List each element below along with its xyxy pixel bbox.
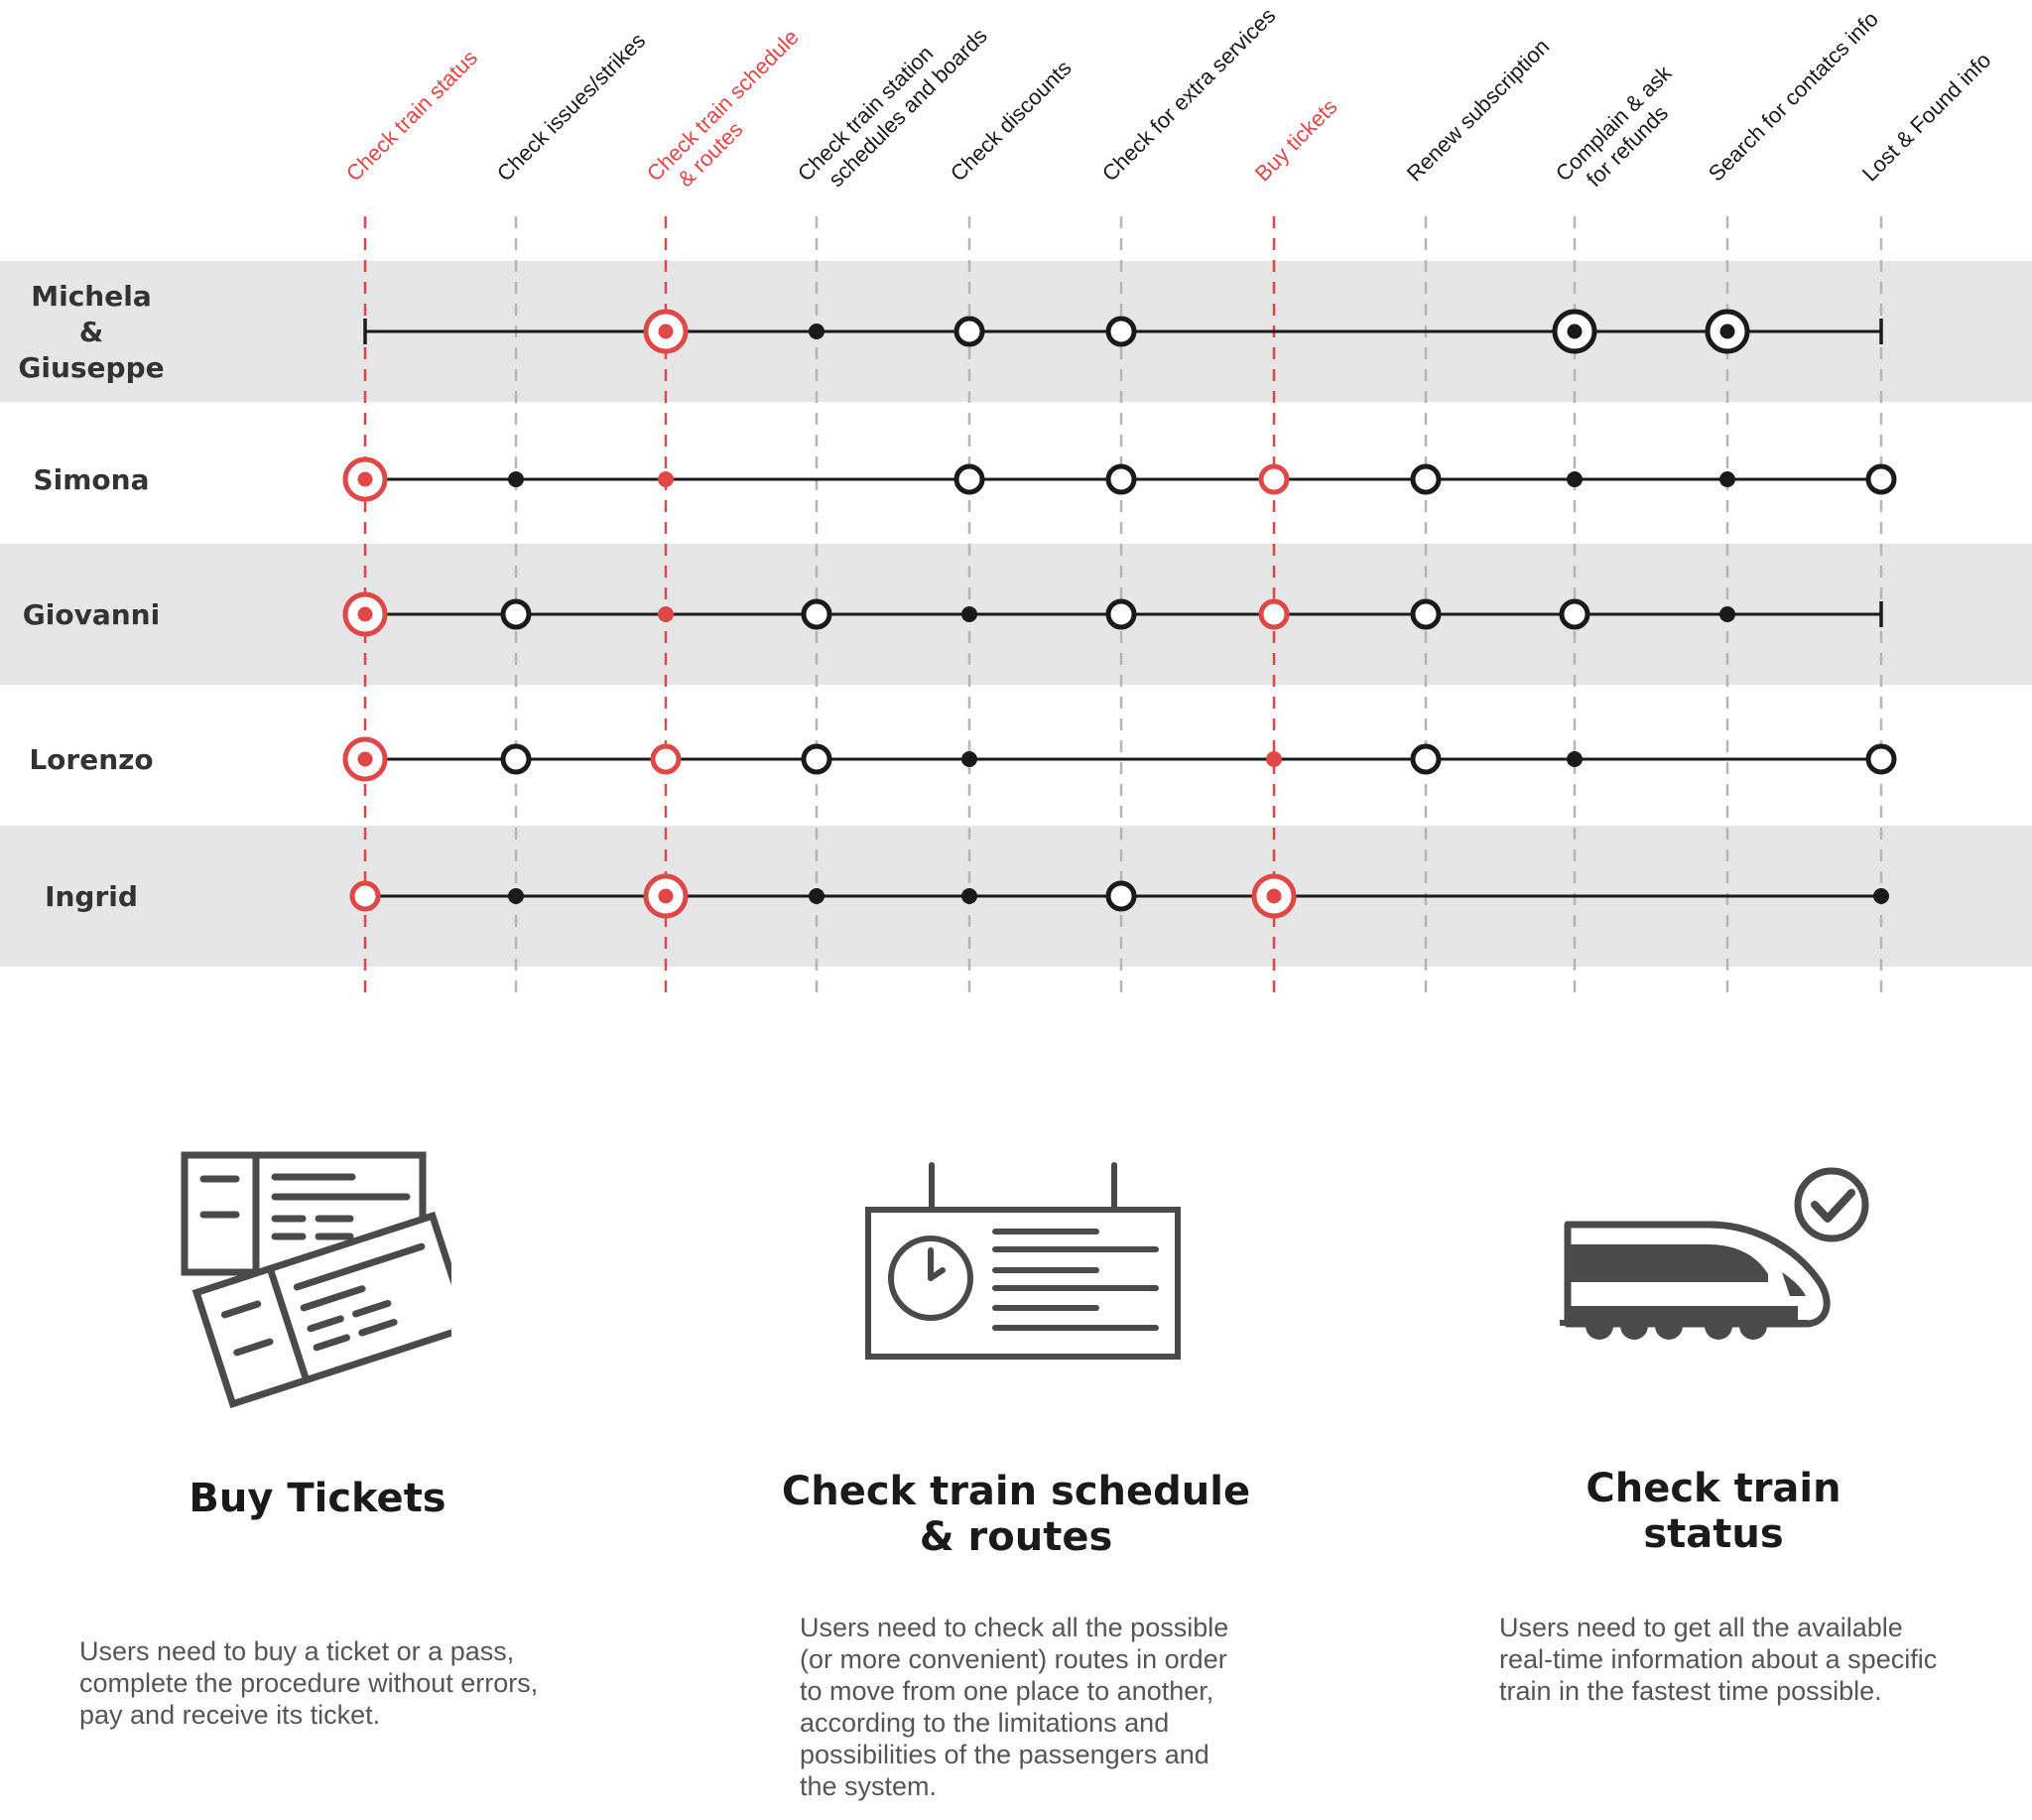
touchpoint-dot xyxy=(1719,606,1735,622)
touchpoint-ring xyxy=(1105,316,1137,347)
touchpoint-dot xyxy=(1567,471,1583,487)
touchpoint-ring xyxy=(1105,598,1137,630)
card-title: Check train schedule & routes xyxy=(781,1469,1251,1560)
persona-name: Ingrid xyxy=(45,880,138,913)
task-label: Check discounts xyxy=(946,56,1077,187)
touchpoint-ring xyxy=(1105,463,1137,495)
task-label-group: Check discounts xyxy=(946,56,1077,187)
persona-name: Michela xyxy=(31,280,151,313)
task-label: Search for contatcs info xyxy=(1704,6,1883,186)
tickets-icon xyxy=(181,1151,451,1409)
touchpoint-ring xyxy=(1410,463,1442,495)
touchpoint-dot xyxy=(809,324,825,339)
card-description: Users need to buy a ticket or a pass, co… xyxy=(79,1636,539,1730)
touchpoint-ring xyxy=(953,463,985,495)
touchpoint-ring xyxy=(1559,598,1590,630)
touchpoint-dot xyxy=(658,471,674,487)
touchpoint-dot xyxy=(961,888,977,904)
card-title: Check train status xyxy=(1586,1466,1842,1557)
task-label: Buy tickets xyxy=(1250,94,1342,187)
persona-name: Giovanni xyxy=(23,598,160,631)
touchpoint-ring xyxy=(500,598,532,630)
task-label-group: Check for extra services xyxy=(1097,3,1281,187)
touchpoint-target-center xyxy=(357,751,373,767)
touchpoint-ring xyxy=(1410,598,1442,630)
task-label: Lost & Found info xyxy=(1857,48,1996,187)
touchpoint-dot xyxy=(961,606,977,622)
touchpoint-dot xyxy=(1266,751,1282,767)
touchpoint-ring xyxy=(1865,743,1897,775)
touchpoint-dot xyxy=(508,888,524,904)
touchpoint-target-center xyxy=(658,324,674,339)
task-label-group: Check train status xyxy=(341,45,482,186)
touchpoint-ring xyxy=(1105,880,1137,912)
touchpoint-dot xyxy=(658,606,674,622)
persona-name: Lorenzo xyxy=(29,743,153,776)
task-label-group: Buy tickets xyxy=(1250,94,1342,187)
persona-name: Simona xyxy=(33,463,149,496)
touchpoint-target-center xyxy=(357,471,373,487)
touchpoint-ring xyxy=(1258,598,1290,630)
touchpoint-ring xyxy=(801,743,832,775)
task-label: Check train schedule xyxy=(642,25,804,187)
task-label-group: Check train schedule& routes xyxy=(642,25,804,193)
card-description: Users need to check all the possible (or… xyxy=(800,1613,1229,1801)
card-description: Users need to get all the available real… xyxy=(1499,1613,1938,1706)
task-label-group: Search for contatcs info xyxy=(1704,6,1883,186)
touchpoint-target-center xyxy=(658,888,674,904)
task-label: Check issues/strikes xyxy=(492,28,650,186)
touchpoint-dot xyxy=(809,888,825,904)
card-title: Buy Tickets xyxy=(189,1476,446,1521)
touchpoint-target-center xyxy=(1719,324,1735,339)
schedule-board-icon xyxy=(865,1162,1181,1360)
touchpoint-target-center xyxy=(1567,324,1583,339)
touchpoint-dot xyxy=(1567,751,1583,767)
touchpoint-ring xyxy=(1410,743,1442,775)
touchpoint-dot xyxy=(1719,471,1735,487)
persona-name: Giuseppe xyxy=(18,351,164,384)
touchpoint-ring xyxy=(500,743,532,775)
touchpoint-ring xyxy=(349,880,381,912)
touchpoint-target-center xyxy=(357,606,373,622)
user-journey-diagram: Check train status Check issues/strikesCh… xyxy=(0,3,2032,994)
touchpoint-dot xyxy=(961,751,977,767)
task-label: Check train status xyxy=(341,45,482,186)
task-label: Check for extra services xyxy=(1097,3,1281,187)
touchpoint-target-center xyxy=(1266,888,1282,904)
task-label-group: Check issues/strikes xyxy=(492,28,650,186)
touchpoint-ring xyxy=(801,598,832,630)
task-label-group: Renew subscription xyxy=(1402,34,1554,186)
touchpoint-ring xyxy=(650,743,682,775)
task-label: Renew subscription xyxy=(1402,34,1554,186)
touchpoint-dot xyxy=(1873,888,1889,904)
train-check-icon xyxy=(1560,1167,1869,1340)
touchpoint-ring xyxy=(953,316,985,347)
touchpoint-dot xyxy=(508,471,524,487)
persona-name: & xyxy=(79,316,103,348)
touchpoint-ring xyxy=(1258,463,1290,495)
touchpoint-ring xyxy=(1865,463,1897,495)
task-label-group: Lost & Found info xyxy=(1857,48,1996,187)
